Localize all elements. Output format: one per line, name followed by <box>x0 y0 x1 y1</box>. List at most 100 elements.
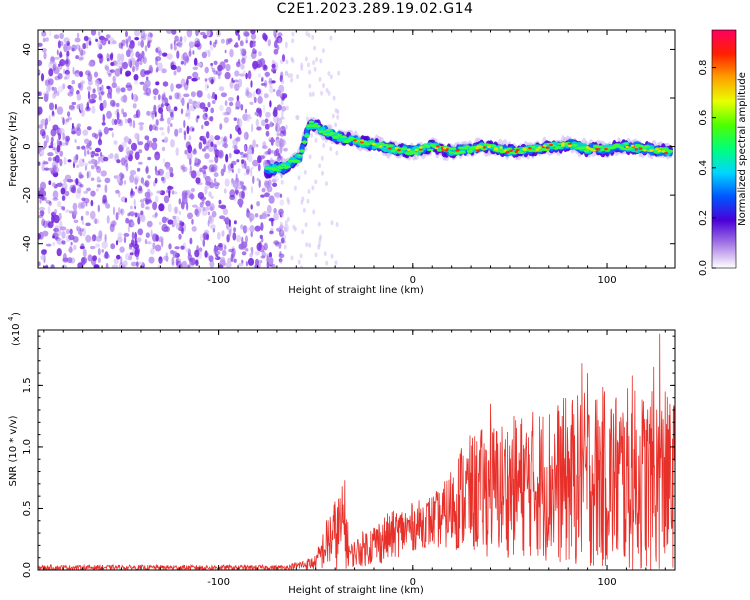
noise-speckle <box>101 84 104 92</box>
noise-speckle <box>88 99 95 104</box>
noise-speckle <box>72 184 77 194</box>
noise-speckle <box>134 205 137 210</box>
noise-speckle <box>172 215 177 220</box>
signal-hotspot <box>643 149 647 152</box>
signal-cell <box>465 145 470 148</box>
noise-speckle <box>101 199 108 205</box>
noise-speckle <box>161 131 165 136</box>
noise-speckle <box>105 34 111 39</box>
noise-speckle <box>234 190 239 194</box>
noise-speckle <box>54 103 58 110</box>
noise-speckle <box>210 166 217 173</box>
noise-speckle <box>325 87 329 93</box>
noise-speckle <box>226 234 230 243</box>
noise-speckle <box>142 33 148 38</box>
noise-speckle <box>303 169 307 175</box>
noise-speckle <box>157 263 161 268</box>
noise-speckle <box>176 92 182 100</box>
noise-speckle <box>254 225 261 232</box>
noise-speckle <box>196 90 203 98</box>
noise-speckle <box>65 228 70 235</box>
noise-speckle <box>199 167 203 173</box>
noise-speckle <box>112 220 116 224</box>
noise-speckle <box>262 32 267 40</box>
noise-speckle <box>156 62 163 71</box>
noise-speckle <box>118 144 124 153</box>
noise-speckle <box>145 206 150 210</box>
noise-speckle <box>264 181 270 189</box>
noise-speckle <box>82 129 89 136</box>
noise-speckle <box>76 146 81 150</box>
noise-speckle <box>189 158 192 166</box>
noise-speckle <box>209 40 212 46</box>
noise-speckle <box>188 40 195 48</box>
noise-speckle <box>241 244 246 250</box>
noise-speckle <box>115 212 119 221</box>
noise-speckle <box>133 175 140 183</box>
noise-speckle <box>182 164 186 173</box>
noise-speckle <box>308 92 312 97</box>
noise-speckle <box>125 70 132 77</box>
noise-speckle <box>280 179 284 185</box>
noise-speckle <box>129 252 134 256</box>
noise-speckle <box>182 166 188 172</box>
noise-speckle <box>46 93 49 98</box>
noise-speckle <box>240 63 245 70</box>
signal-hotspot <box>561 142 566 145</box>
noise-speckle <box>191 204 198 208</box>
noise-speckle <box>102 99 107 109</box>
noise-speckle <box>238 129 242 135</box>
noise-speckle <box>74 37 81 43</box>
noise-speckle <box>258 51 262 57</box>
noise-speckle <box>69 104 72 110</box>
noise-speckle <box>322 143 326 148</box>
noise-speckle <box>227 38 231 45</box>
noise-speckle <box>84 138 90 144</box>
noise-speckle <box>85 234 92 243</box>
noise-speckle <box>170 250 175 255</box>
noise-speckle <box>250 231 253 238</box>
noise-speckle <box>156 190 162 194</box>
noise-speckle <box>240 224 244 230</box>
noise-speckle <box>138 185 143 192</box>
noise-speckle <box>113 175 118 179</box>
noise-speckle <box>236 136 241 142</box>
noise-speckle <box>50 141 54 148</box>
noise-speckle <box>41 218 45 227</box>
noise-speckle <box>98 31 101 37</box>
noise-speckle <box>285 41 288 49</box>
noise-speckle <box>43 167 50 171</box>
noise-speckle <box>67 257 73 264</box>
noise-speckle <box>213 70 218 75</box>
noise-speckle <box>304 222 308 228</box>
noise-speckle <box>259 155 265 160</box>
noise-speckle <box>189 193 195 200</box>
noise-speckle <box>80 215 84 221</box>
signal-hotspot <box>475 147 479 150</box>
signal-hotspot <box>549 143 553 147</box>
noise-speckle <box>330 220 334 226</box>
noise-speckle <box>110 243 116 250</box>
noise-speckle <box>224 178 230 187</box>
x-tick-label: 100 <box>597 275 616 286</box>
noise-speckle <box>42 230 49 237</box>
noise-speckle <box>173 70 177 76</box>
noise-speckle <box>101 36 107 46</box>
noise-speckle <box>250 247 253 252</box>
noise-speckle <box>65 118 70 123</box>
noise-speckle <box>261 187 266 193</box>
noise-speckle <box>162 94 166 99</box>
noise-speckle <box>174 215 180 223</box>
noise-speckle <box>101 90 105 95</box>
noise-speckle <box>131 231 135 240</box>
noise-speckle <box>212 227 216 233</box>
noise-speckle <box>208 164 215 173</box>
noise-speckle <box>325 181 328 187</box>
noise-speckle <box>239 40 244 47</box>
noise-speckle <box>246 165 250 174</box>
signal-cell <box>345 139 352 143</box>
noise-speckle <box>280 116 285 120</box>
noise-speckle <box>57 85 64 93</box>
noise-speckle <box>101 241 108 249</box>
noise-speckle <box>97 129 103 138</box>
